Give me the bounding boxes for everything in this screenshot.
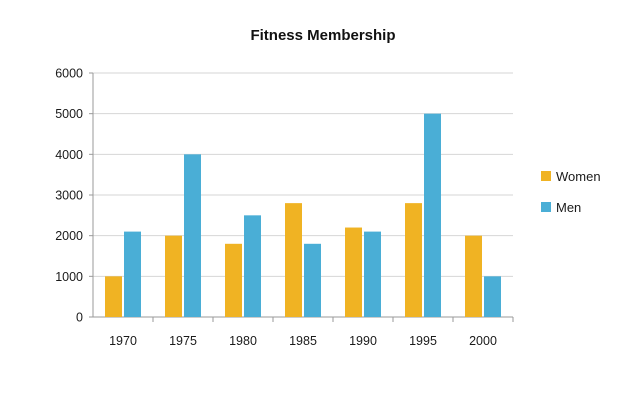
- x-tick-label: 1985: [289, 334, 317, 348]
- x-tick-labels: 1970 1975 1980 1985 1990 1995 2000: [109, 334, 497, 348]
- chart-title: Fitness Membership: [250, 27, 395, 44]
- y-tick-label: 2000: [55, 229, 83, 243]
- bars: [105, 113, 501, 318]
- bar-men-1970: [124, 231, 141, 317]
- y-tick-label: 3000: [55, 189, 83, 203]
- bar-men-1975: [184, 154, 201, 317]
- y-tick-label: 5000: [55, 107, 83, 121]
- x-tick-label: 1990: [349, 334, 377, 348]
- bar-women-1980: [225, 243, 242, 317]
- x-tick-label: 1970: [109, 334, 137, 348]
- y-tick-labels: 0 1000 2000 3000 4000 5000 6000: [55, 67, 83, 325]
- bar-men-2000: [484, 276, 501, 317]
- y-tick-label: 6000: [55, 67, 83, 81]
- legend-label-women: Women: [556, 169, 601, 184]
- legend-swatch-men: [541, 202, 551, 212]
- bar-women-1995: [405, 203, 422, 317]
- legend-swatch-women: [541, 171, 551, 181]
- bar-men-1990: [364, 231, 381, 317]
- legend-label-men: Men: [556, 200, 581, 215]
- axes: [89, 72, 514, 322]
- legend: Women Men: [541, 169, 601, 215]
- y-tick-label: 4000: [55, 148, 83, 162]
- bar-men-1985: [304, 243, 321, 317]
- bar-men-1980: [244, 215, 261, 317]
- bar-women-1985: [285, 203, 302, 317]
- x-tick-label: 1980: [229, 334, 257, 348]
- x-tick-label: 2000: [469, 334, 497, 348]
- y-tick-label: 1000: [55, 270, 83, 284]
- bar-women-2000: [465, 235, 482, 317]
- x-tick-label: 1975: [169, 334, 197, 348]
- bar-men-1995: [424, 113, 441, 318]
- x-tick-label: 1995: [409, 334, 437, 348]
- bar-women-1990: [345, 227, 362, 317]
- bar-women-1975: [165, 235, 182, 317]
- bar-women-1970: [105, 276, 122, 317]
- y-tick-label: 0: [76, 311, 83, 325]
- gridlines: [93, 72, 513, 277]
